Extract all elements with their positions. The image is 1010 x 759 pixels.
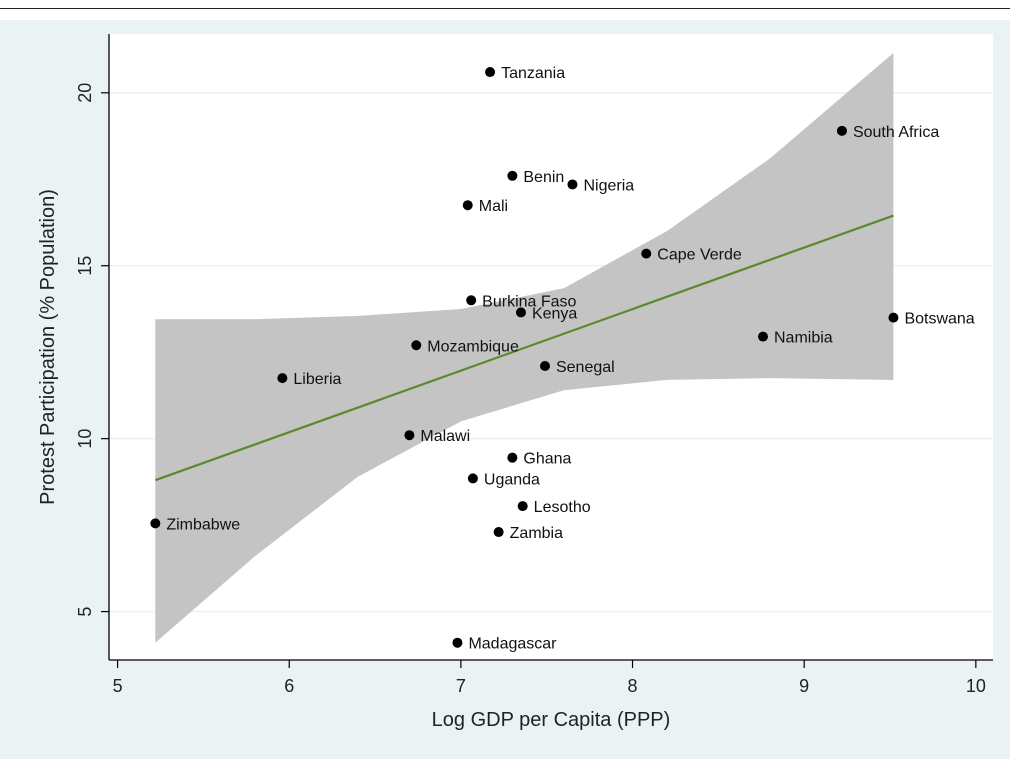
point-label-cape-verde: Cape Verde [657, 247, 742, 264]
point-malawi [404, 430, 415, 441]
y-tick-label-20: 20 [75, 83, 95, 103]
x-tick-label-7: 7 [456, 676, 466, 696]
point-cape-verde [641, 248, 652, 259]
x-tick-label-5: 5 [113, 676, 123, 696]
point-mali [462, 200, 473, 211]
top-border-line [0, 8, 1010, 9]
point-senegal [539, 361, 550, 372]
point-zimbabwe [150, 518, 161, 529]
point-label-nigeria: Nigeria [583, 177, 634, 194]
point-benin [507, 170, 518, 181]
data-points: Tanzania South Africa Benin Nigeria Mali Cape… [150, 65, 975, 653]
point-botswana [888, 312, 899, 323]
point-tanzania [485, 67, 496, 78]
point-label-ghana: Ghana [523, 451, 571, 468]
point-namibia [757, 331, 768, 342]
point-liberia [277, 373, 288, 384]
x-tick-label-9: 9 [799, 676, 809, 696]
point-label-namibia: Namibia [774, 330, 833, 347]
point-label-zambia: Zambia [510, 525, 563, 542]
point-label-senegal: Senegal [556, 359, 615, 376]
x-axis-title: Log GDP per Capita (PPP) [432, 709, 671, 731]
y-tick-label-10: 10 [75, 429, 95, 449]
point-label-tanzania: Tanzania [501, 65, 565, 82]
point-label-zimbabwe: Zimbabwe [166, 516, 240, 533]
point-lesotho [517, 501, 528, 512]
point-label-liberia: Liberia [293, 371, 341, 388]
y-axis-title: Protest Participation (% Population) [37, 189, 59, 505]
fit-line [154, 214, 894, 482]
x-tick-label-8: 8 [628, 676, 638, 696]
point-mozambique [411, 340, 422, 351]
point-label-lesotho: Lesotho [534, 499, 591, 516]
x-tick-label-10: 10 [966, 676, 986, 696]
x-tick-label-6: 6 [284, 676, 294, 696]
point-zambia [493, 527, 504, 538]
point-label-benin: Benin [523, 169, 564, 186]
point-label-kenya: Kenya [532, 305, 577, 322]
point-label-uganda: Uganda [484, 471, 540, 488]
fit-line-group [154, 214, 894, 482]
point-burkina-faso [466, 295, 477, 306]
point-madagascar [452, 637, 463, 648]
axes: 5 6 7 8 9 10 5 10 15 20 [75, 34, 993, 696]
point-nigeria [567, 179, 578, 190]
point-label-mali: Mali [479, 198, 508, 215]
point-south-africa [836, 125, 847, 136]
point-label-burkina-faso: Burkina Faso [482, 293, 576, 310]
point-label-mozambique: Mozambique [427, 338, 519, 355]
point-label-madagascar: Madagascar [468, 636, 557, 653]
point-uganda [467, 473, 478, 484]
point-label-south-africa: South Africa [853, 124, 939, 141]
point-label-malawi: Malawi [420, 428, 470, 445]
y-tick-label-15: 15 [75, 256, 95, 276]
point-label-botswana: Botswana [904, 311, 974, 328]
y-tick-label-5: 5 [75, 607, 95, 617]
point-ghana [507, 452, 518, 463]
point-kenya [515, 307, 526, 318]
